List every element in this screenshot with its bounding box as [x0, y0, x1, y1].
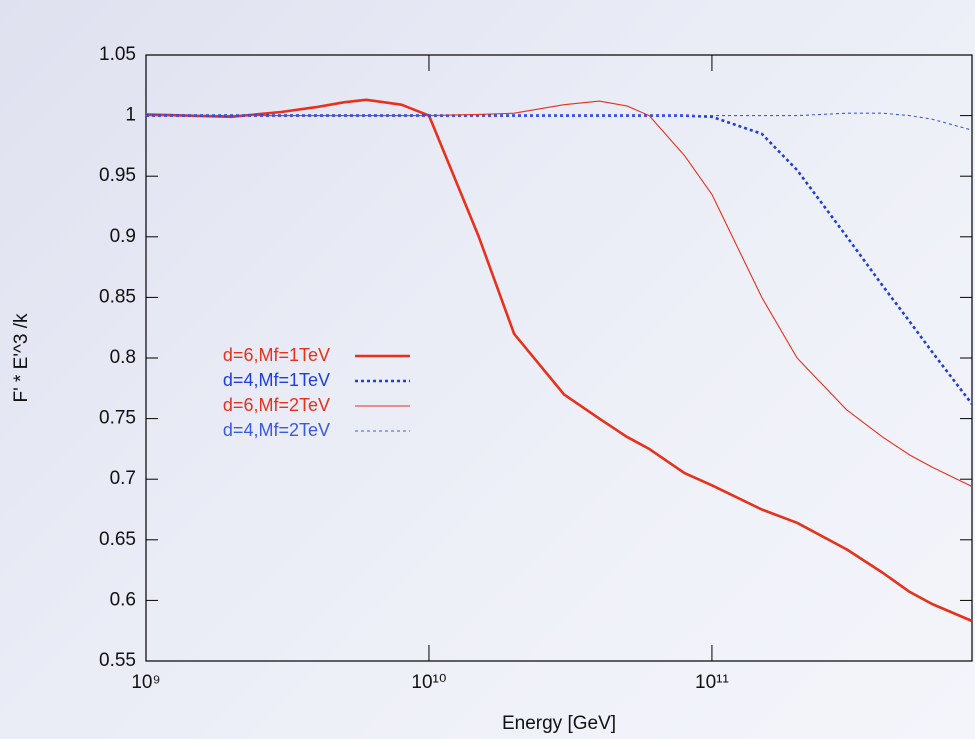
y-tick-label: 1 — [125, 105, 136, 126]
y-tick-label: 0.7 — [110, 468, 136, 489]
y-tick-label: 0.65 — [99, 529, 136, 550]
y-tick-label: 0.8 — [110, 347, 136, 368]
y-tick-label: 0.6 — [110, 589, 136, 610]
y-tick-label: 0.95 — [99, 165, 136, 186]
y-tick-label: 0.75 — [99, 408, 136, 429]
series-line — [145, 98, 973, 623]
legend-label: d=6,Mf=2TeV — [223, 395, 330, 415]
series-line — [146, 112, 973, 131]
y-axis-label: F' * E'^3 /k — [11, 313, 32, 403]
y-tick-label: 0.9 — [110, 226, 136, 247]
y-tick-label: 0.55 — [99, 650, 136, 671]
y-tick-label: 0.85 — [99, 286, 136, 307]
x-tick-label: 10¹¹ — [695, 672, 729, 693]
legend-label: d=6,Mf=1TeV — [223, 345, 330, 365]
y-tick-label: 1.05 — [99, 44, 136, 65]
x-tick-label: 10¹⁰ — [411, 672, 446, 693]
x-tick-label: 10⁹ — [131, 672, 160, 693]
legend-label: d=4,Mf=1TeV — [223, 370, 330, 390]
legend-label: d=4,Mf=2TeV — [223, 420, 330, 440]
x-axis-label: Energy [GeV] — [502, 713, 616, 734]
